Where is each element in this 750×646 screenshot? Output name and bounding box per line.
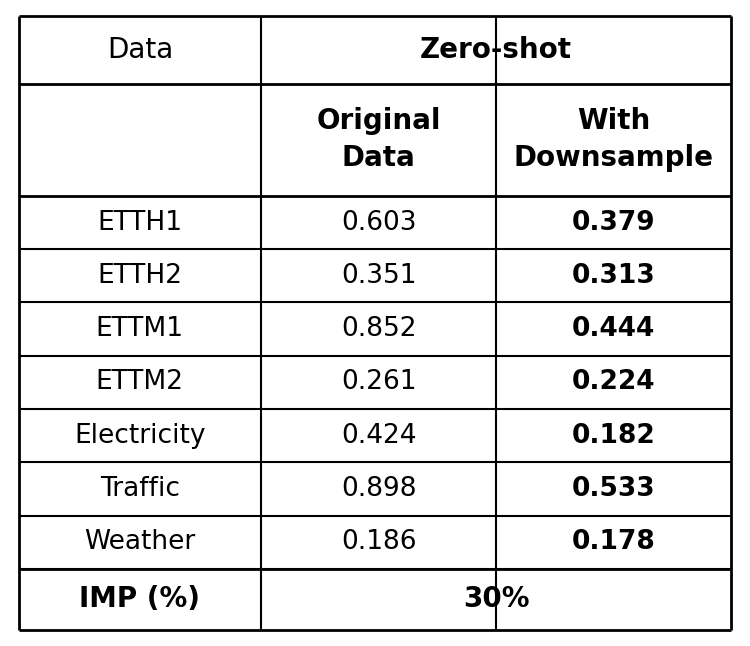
Text: Weather: Weather [84,529,196,555]
Text: 0.224: 0.224 [572,370,656,395]
Text: 0.178: 0.178 [572,529,656,555]
Text: 0.182: 0.182 [572,422,656,449]
Text: Original
Data: Original Data [316,107,441,172]
Text: ETTH2: ETTH2 [98,263,182,289]
Text: 0.424: 0.424 [340,422,416,449]
Text: 0.444: 0.444 [572,316,656,342]
Text: ETTM2: ETTM2 [96,370,184,395]
Text: 0.852: 0.852 [340,316,416,342]
Text: 0.898: 0.898 [340,476,416,502]
Text: 0.186: 0.186 [340,529,416,555]
Text: 0.533: 0.533 [572,476,656,502]
Text: Electricity: Electricity [74,422,206,449]
Text: Data: Data [106,36,173,64]
Text: 0.261: 0.261 [340,370,416,395]
Text: Zero-shot: Zero-shot [420,36,572,64]
Text: Traffic: Traffic [100,476,180,502]
Text: ETTH1: ETTH1 [98,209,182,236]
Text: 30%: 30% [463,585,530,613]
Text: 0.379: 0.379 [572,209,656,236]
Text: With
Downsample: With Downsample [514,107,714,172]
Text: IMP (%): IMP (%) [80,585,200,613]
Text: ETTM1: ETTM1 [96,316,184,342]
Text: 0.603: 0.603 [340,209,416,236]
Text: 0.351: 0.351 [340,263,416,289]
Text: 0.313: 0.313 [572,263,656,289]
